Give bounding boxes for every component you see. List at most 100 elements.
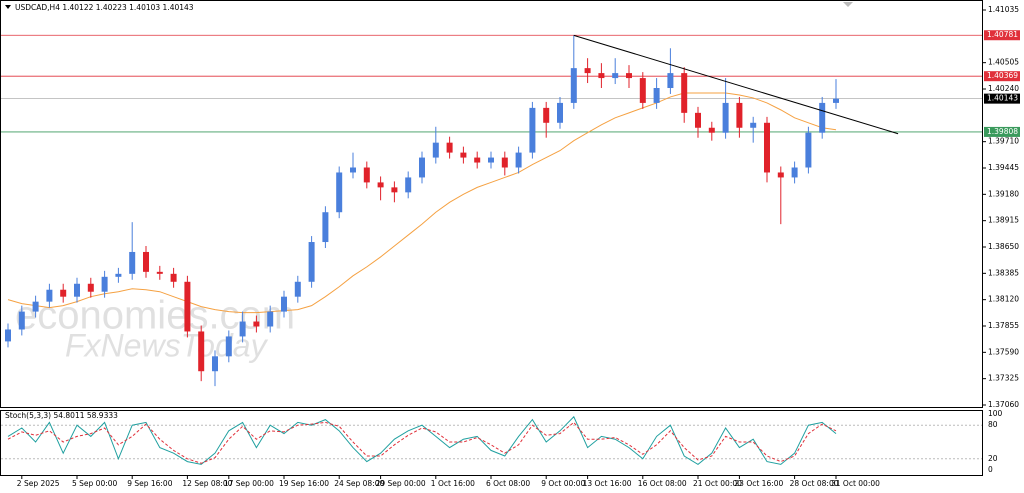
candle-body: [529, 107, 536, 153]
candle-body: [253, 321, 260, 327]
candle-body: [791, 167, 798, 178]
x-tick-label: 9 Sep 16:00: [127, 479, 173, 488]
x-tick-label: 17 Sep 00:00: [224, 479, 274, 488]
shift-marker: [843, 2, 853, 7]
y-tick-label: 1.41035: [988, 5, 1019, 14]
candle-body: [419, 157, 425, 178]
x-tick-label: 21 Oct 00:00: [693, 479, 742, 488]
level-label: 1.40781: [987, 30, 1018, 39]
candle-body: [515, 152, 522, 168]
x-tick-label: 28 Oct 08:00: [790, 479, 839, 488]
chart-title: USDCAD,H4 1.40122 1.40223 1.40103 1.4014…: [15, 3, 194, 12]
candle-body: [74, 283, 80, 297]
stoch-line: [7, 415, 837, 466]
watermark: economies.com: [15, 294, 295, 338]
candle-body: [612, 73, 619, 79]
x-tick-label: 16 Oct 08:00: [638, 479, 687, 488]
candle-body: [488, 157, 494, 163]
candle-body: [377, 182, 384, 188]
candle-body: [391, 187, 398, 193]
candle-body: [267, 311, 274, 327]
watermark: FxNewsToday: [65, 327, 269, 363]
candle-body: [819, 102, 826, 133]
y-tick-label: 1.40505: [988, 58, 1019, 67]
candle-body: [60, 289, 67, 297]
y-tick-label: 1.37325: [988, 374, 1019, 383]
candle-body: [46, 289, 53, 302]
y-tick-label: 1.39445: [988, 163, 1019, 172]
candle-body: [750, 122, 757, 128]
candle-body: [143, 251, 149, 272]
candle-body: [115, 273, 122, 277]
candle-body: [764, 122, 770, 173]
level-box: [984, 93, 1020, 104]
candle-body: [805, 132, 812, 168]
candle-body: [239, 321, 246, 337]
candle-body: [198, 331, 205, 372]
y-tick-label: 1.37590: [988, 347, 1019, 356]
y-tick-label: 1.39710: [988, 137, 1019, 146]
level-box: [984, 30, 1020, 41]
candle-body: [736, 102, 743, 128]
x-tick-label: 19 Sep 16:00: [279, 479, 329, 488]
level-label: 1.39808: [987, 127, 1018, 136]
candle-body: [543, 107, 550, 123]
candle-body: [777, 172, 784, 178]
x-tick-label: 23 Oct 16:00: [734, 479, 783, 488]
candle-body: [460, 152, 467, 158]
level-box: [984, 126, 1020, 137]
stoch-label: Stoch(5,3,3) 54.8011 58.9333: [5, 411, 118, 420]
candle-body: [708, 127, 715, 133]
candle-body: [584, 68, 591, 74]
x-tick-label: 9 Oct 00:00: [541, 479, 585, 488]
x-tick-label: 31 Oct 00:00: [831, 479, 880, 488]
stoch-line: [7, 421, 837, 464]
candle-body: [833, 98, 839, 103]
stoch-tick-label: 80: [988, 420, 998, 429]
x-tick-label: 29 Sep 00:00: [376, 479, 426, 488]
candle-body: [350, 167, 356, 173]
candle-body: [18, 311, 25, 330]
candle-body: [474, 157, 481, 163]
candle-body: [626, 73, 632, 79]
stoch-frame: [0, 410, 983, 476]
candle-body: [32, 301, 39, 312]
candle-body: [101, 276, 108, 292]
stoch-tick-label: 20: [988, 454, 998, 463]
x-tick-label: 2 Sep 2025: [17, 479, 60, 488]
candle-body: [170, 273, 177, 282]
y-tick-label: 1.40240: [988, 84, 1019, 93]
candle-body: [557, 102, 563, 123]
x-tick-label: 24 Sep 08:00: [334, 479, 384, 488]
candle-body: [722, 102, 729, 133]
candle-body: [336, 172, 343, 213]
y-tick-label: 1.38385: [988, 268, 1019, 277]
candle-body: [363, 167, 370, 183]
candle-body: [129, 251, 136, 274]
stoch-tick-label: 0: [988, 465, 993, 474]
x-tick-label: 1 Oct 16:00: [431, 479, 475, 488]
y-tick-label: 1.38915: [988, 216, 1019, 225]
candle-body: [156, 271, 163, 274]
candle-body: [570, 68, 577, 103]
candle-body: [653, 88, 660, 103]
candle-body: [212, 356, 218, 372]
candle-body: [184, 281, 191, 332]
y-tick-label: 1.38650: [988, 242, 1019, 251]
menu-arrow: [5, 5, 11, 9]
candle-body: [501, 157, 508, 168]
candle-body: [432, 142, 439, 158]
candle-body: [405, 177, 412, 193]
candle-body: [322, 212, 329, 243]
stoch-tick-label: 100: [988, 409, 1003, 418]
y-tick-label: 1.37855: [988, 321, 1019, 330]
candle-body: [598, 73, 605, 79]
candle-body: [5, 329, 11, 342]
level-label: 1.40369: [987, 71, 1018, 80]
moving-average: [7, 92, 837, 314]
candle-body: [667, 73, 674, 89]
candle-body: [294, 281, 301, 297]
y-tick-label: 1.39180: [988, 189, 1019, 198]
